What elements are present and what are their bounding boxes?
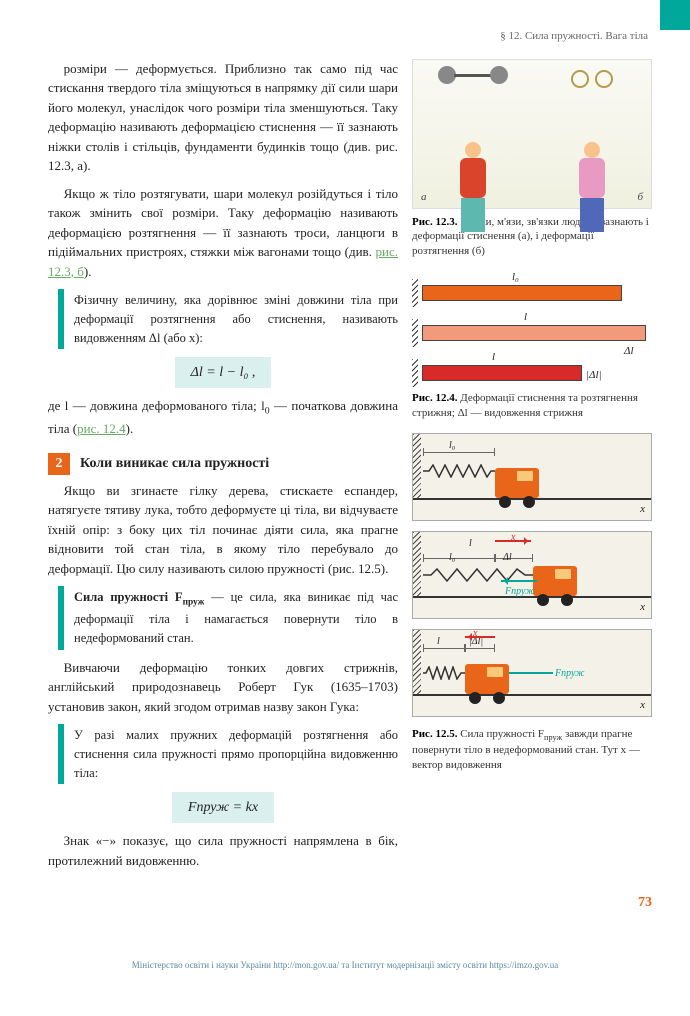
p3-l-dim <box>423 644 465 652</box>
p1-dim <box>423 448 495 456</box>
fig-12-5-text-a: Сила пружності F <box>457 728 544 740</box>
para3-end: ). <box>126 421 134 436</box>
fig-b-label: б <box>637 189 643 206</box>
definition-elastic-force: Сила пружності Fпруж — це сила, яка вини… <box>58 586 398 649</box>
bar-stretched: l Δl <box>412 311 652 345</box>
p2-x-label: x <box>511 530 515 545</box>
para-5: Вивчаючи деформацію тонких довгих стрижн… <box>48 658 398 717</box>
bar-l0 <box>422 285 622 301</box>
p2-dl-label: Δl <box>503 550 512 565</box>
cart-stretched <box>533 566 577 596</box>
p2-l0-label: l₀ <box>449 550 455 565</box>
spring-panel-compressed: l |Δl| x Fпруж x <box>412 629 652 717</box>
para-2-text: Якщо ж тіло розтягувати, шари молекул ро… <box>48 186 398 260</box>
bar-compress-dl-label: |Δl| <box>586 367 602 384</box>
bar-stretch <box>422 325 646 341</box>
bar-l0-label: l₀ <box>512 269 519 286</box>
cart-rest <box>495 468 539 498</box>
p2-dl-dim <box>495 554 533 562</box>
fig-a-label: а <box>421 189 427 206</box>
definition-elongation: Фізичну величину, яка дорівнює зміні дов… <box>58 289 398 349</box>
weightlifter-icon <box>456 118 490 208</box>
fig-12-3-a: а <box>413 60 532 208</box>
p2-l-label: l <box>469 536 472 551</box>
p3-x-label: x <box>473 626 477 641</box>
para-4: Якщо ви згинаєте гілку дерева, стискаєте… <box>48 481 398 579</box>
formula-hooke: Fпруж = kx <box>172 792 274 823</box>
para-2-end: ). <box>84 264 92 279</box>
wall-icon <box>413 630 421 696</box>
spring-panel-rest: l₀ x <box>412 433 652 521</box>
ref-link-12-4[interactable]: рис. 12.4 <box>77 421 125 436</box>
fig-12-3-caption: Рис. 12.3. Кістки, м'язи, зв'язки людини… <box>412 215 652 260</box>
bar-compressed: l |Δl| <box>412 351 652 385</box>
wall-icon <box>413 532 421 598</box>
f-vector-stretch <box>501 580 537 582</box>
section-2-title: Коли виникає сила пружності <box>80 453 269 474</box>
definition-hooke: У разі малих пружних деформацій розтягне… <box>58 724 398 784</box>
page-number: 73 <box>48 892 652 913</box>
para3-a: де l — довжина деформованого тіла; l <box>48 398 265 413</box>
figure-12-3: а б <box>412 59 652 209</box>
fig-12-5-label: Рис. 12.5. <box>412 728 457 740</box>
bar-compress-l-label: l <box>492 349 495 366</box>
footer-text: Міністерство освіти і науки України http… <box>0 953 690 983</box>
barbell-icon <box>438 66 508 84</box>
figure-12-5: l₀ x l l₀ Δl <box>412 433 652 717</box>
rings-icon <box>567 60 617 88</box>
fig-12-4-label: Рис. 12.4. <box>412 392 457 404</box>
wall-icon <box>413 434 421 500</box>
header-section: § 12. Сила пружності. Вага тіла <box>48 28 652 45</box>
p3-f-label: Fпруж <box>555 666 584 681</box>
def3-text: У разі малих пружних деформацій розтягне… <box>74 728 398 780</box>
formula-elongation: Δl = l − l₀ , <box>175 357 272 388</box>
x-vector-compress <box>465 636 495 638</box>
fig-12-3-label: Рис. 12.3. <box>412 216 457 228</box>
para-1-text: розміри — деформується. Приблизно так са… <box>48 61 398 174</box>
axis-x-label: x <box>640 501 645 518</box>
p2-l0-dim <box>423 554 495 562</box>
cart-compressed <box>465 664 509 694</box>
para-6: Знак «−» показує, що сила пружності напр… <box>48 831 398 870</box>
spring-rest <box>423 464 495 478</box>
para-3: де l — довжина деформованого тіла; l0 — … <box>48 396 398 439</box>
axis-x-label: x <box>640 697 645 714</box>
f-vector-compress <box>509 672 553 674</box>
wall-hatch <box>412 319 418 347</box>
axis-x-label: x <box>640 599 645 616</box>
fig-12-3-b: б <box>532 60 651 208</box>
wall-hatch <box>412 279 418 307</box>
bar-original: l₀ <box>412 271 652 305</box>
p3-l-label: l <box>437 634 440 649</box>
def2-a: Сила пружності F <box>74 590 183 604</box>
para-2: Якщо ж тіло розтягувати, шари молекул ро… <box>48 184 398 282</box>
bar-compress <box>422 365 582 381</box>
spring-panel-stretched: l l₀ Δl x Fпруж x <box>412 531 652 619</box>
wall-hatch <box>412 359 418 387</box>
section-2-head: 2 Коли виникає сила пружності <box>48 453 398 475</box>
fig-12-4-caption: Рис. 12.4. Деформації стиснення та розтя… <box>412 391 652 421</box>
def1-text: Фізичну величину, яка дорівнює зміні дов… <box>74 293 398 345</box>
fig-12-5-caption: Рис. 12.5. Сила пружності Fпруж завжди п… <box>412 727 652 773</box>
spring-compressed <box>423 666 465 680</box>
p2-f-label: Fпруж <box>505 584 534 599</box>
left-column: розміри — деформується. Приблизно так са… <box>48 59 398 879</box>
bar-stretch-l-label: l <box>524 309 527 326</box>
figure-12-4: l₀ l Δl l |Δl| <box>412 271 652 385</box>
gymnast-icon <box>575 118 609 208</box>
corner-tab <box>660 0 690 30</box>
para-1: розміри — деформується. Приблизно так са… <box>48 59 398 176</box>
section-2-num: 2 <box>48 453 70 475</box>
right-column: а б Рис. 12.3. Кістки, м'язи, зв'язки лю… <box>412 59 652 879</box>
ground-line <box>413 694 651 696</box>
